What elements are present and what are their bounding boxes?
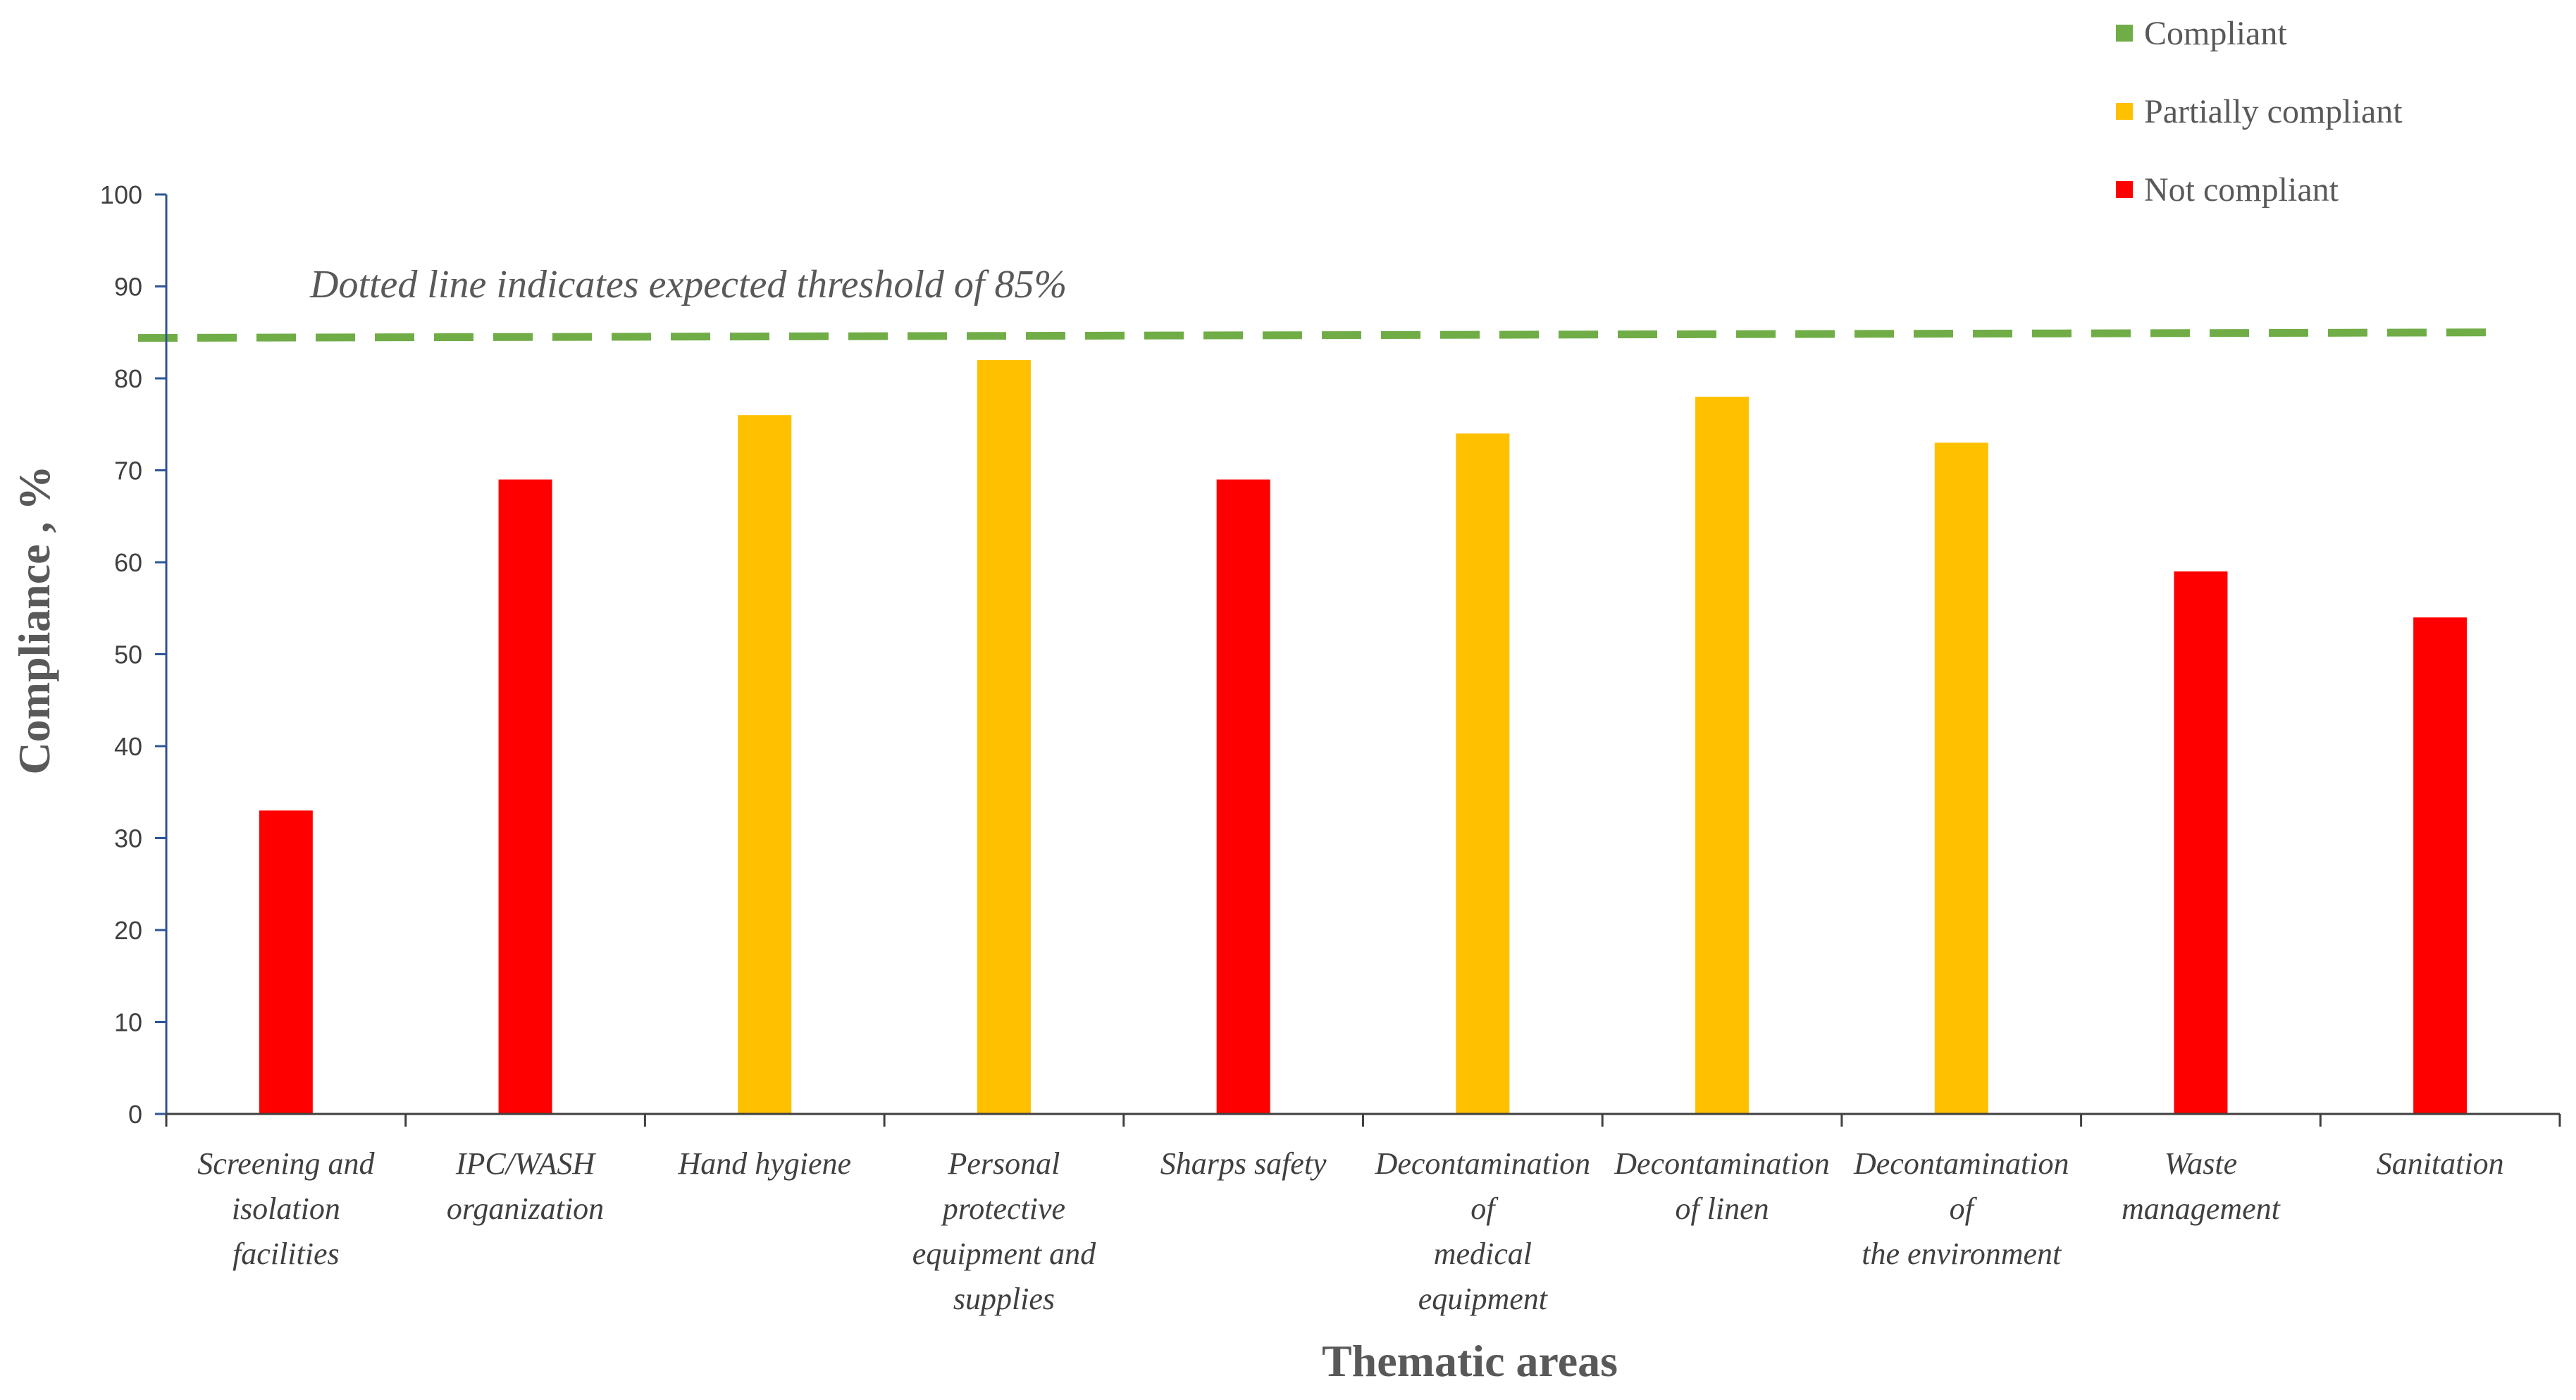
y-tick-label: 0: [128, 1100, 142, 1129]
bar: [2174, 571, 2228, 1114]
x-tick-label-line: Decontamination: [1614, 1146, 1830, 1181]
x-tick-label-line: equipment and: [912, 1237, 1096, 1271]
x-tick-label-line: Hand hygiene: [677, 1146, 851, 1181]
x-tick-label-line: Personal: [948, 1146, 1060, 1181]
x-tick-label-line: Screening and: [197, 1146, 375, 1181]
bar: [259, 810, 313, 1114]
y-axis-title: Compliance , %: [9, 465, 59, 774]
legend-swatch: [2116, 25, 2133, 42]
x-tick-label: Sharps safety: [1160, 1146, 1327, 1181]
x-tick-label-line: organization: [447, 1191, 604, 1226]
threshold-group: [137, 328, 2498, 342]
bar: [1456, 433, 1510, 1114]
legend-label: Not compliant: [2144, 171, 2339, 209]
x-tick-label-line: of linen: [1675, 1191, 1769, 1226]
axes-group: [165, 194, 2561, 1127]
x-tick-label-line: Waste: [2165, 1146, 2238, 1181]
bar: [738, 415, 792, 1114]
x-tick-label: Personal protective equipment and supplies: [912, 1146, 1096, 1316]
y-tick-label: 10: [114, 1008, 142, 1037]
x-tick-label-line: the environment: [1862, 1237, 2062, 1271]
x-tick-label-line: Decontamination: [1853, 1146, 2069, 1181]
threshold-line: [137, 328, 2498, 342]
x-axis-title: Thematic areas: [1322, 1336, 1618, 1386]
x-tick-label-line: protective: [941, 1191, 1065, 1226]
legend-swatch: [2116, 181, 2133, 198]
x-tick-label-line: isolation: [232, 1191, 340, 1226]
y-tick-label: 20: [114, 916, 142, 945]
x-tick-label: Hand hygiene: [677, 1146, 851, 1181]
y-tick-label: 70: [114, 457, 142, 485]
bar: [1695, 397, 1750, 1114]
x-tick-label-line: Decontamination: [1375, 1146, 1591, 1181]
legend: Compliant Partially compliant Not complian…: [2116, 15, 2403, 209]
x-tick-label: Screening and isolation facilities: [197, 1146, 375, 1271]
y-tick-label: 30: [114, 824, 142, 853]
x-tick-label-line: of: [1950, 1191, 1978, 1226]
x-tick-label: Waste management: [2122, 1146, 2281, 1226]
x-tick-label-line: Sanitation: [2377, 1146, 2504, 1181]
y-tick-label: 90: [114, 273, 142, 302]
x-tick-label-line: medical: [1434, 1237, 1532, 1271]
x-tick-label: Decontamination of linen: [1614, 1146, 1830, 1226]
x-tick-label: Decontamination of medical equipment: [1375, 1146, 1591, 1316]
y-tick-label: 50: [114, 640, 142, 669]
bar: [1934, 442, 1988, 1114]
x-tick-label-line: equipment: [1418, 1282, 1549, 1316]
legend-swatch: [2116, 103, 2133, 120]
y-tick-label: 40: [114, 732, 142, 761]
y-tick-label: 60: [114, 548, 142, 577]
y-axis-ticks: 0 10 20 30 40 50 60 70 80 90 100: [100, 180, 166, 1129]
bar: [977, 359, 1031, 1114]
legend-label: Compliant: [2144, 15, 2287, 52]
bar: [1216, 479, 1270, 1114]
bar: [498, 479, 552, 1114]
threshold-annotation: Dotted line indicates expected threshold…: [309, 263, 1067, 306]
x-tick-label-line: IPC/WASH: [455, 1146, 597, 1181]
y-tick-label: 100: [100, 180, 142, 209]
legend-label: Partially compliant: [2144, 93, 2403, 130]
x-tick-label: Sanitation: [2377, 1146, 2504, 1181]
x-tick-label-line: facilities: [233, 1237, 340, 1271]
x-tick-label: IPC/WASH organization: [447, 1146, 604, 1226]
x-tick-label-line: supplies: [953, 1282, 1055, 1316]
y-tick-label: 80: [114, 364, 142, 393]
bars-group: [259, 359, 2467, 1114]
category-labels: Screening and isolation facilities IPC/WASH…: [197, 1146, 2503, 1316]
bar: [2413, 617, 2467, 1114]
x-tick-label-line: Sharps safety: [1160, 1146, 1327, 1181]
x-tick-label-line: management: [2122, 1191, 2281, 1226]
x-tick-label: Decontamination of the environment: [1853, 1146, 2069, 1271]
x-tick-label-line: of: [1470, 1191, 1499, 1226]
